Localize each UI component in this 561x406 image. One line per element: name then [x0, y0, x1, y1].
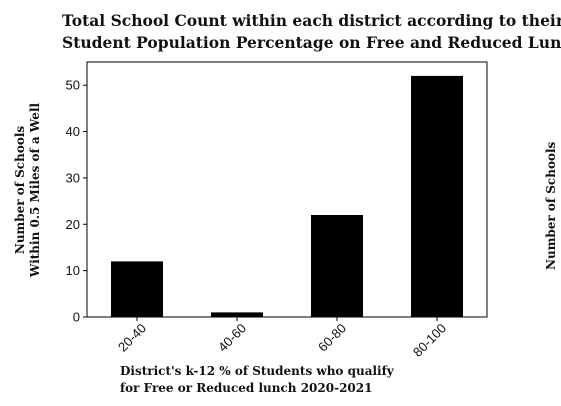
bar-40-60 — [211, 312, 263, 317]
chart-title-line-1: Total School Count within each district … — [62, 11, 561, 30]
bar-60-80 — [311, 215, 363, 317]
y-tick-label: 30 — [66, 170, 80, 185]
x-axis-title-line-1: District's k-12 % of Students who qualif… — [120, 364, 395, 378]
x-tick-label: 20-40 — [115, 321, 149, 355]
plot-frame — [86, 61, 488, 318]
y-axis-ticks: 0 10 20 30 40 50 — [66, 78, 87, 325]
x-tick-label: 40-60 — [215, 321, 249, 355]
bar-80-100 — [411, 75, 463, 318]
y-axis-title-line-1: Number of Schools — [13, 126, 27, 255]
neighbor-chart-y-axis-title: Number of Schools — [544, 141, 558, 270]
plot-area: 0 10 20 30 40 50 20-40 40-60 60-80 80-100 — [66, 61, 488, 360]
x-tick-label: 60-80 — [315, 321, 349, 355]
y-tick-label: 20 — [66, 217, 80, 232]
x-axis-title-line-2: for Free or Reduced lunch 2020-2021 — [120, 381, 372, 395]
x-tick-label: 80-100 — [410, 321, 449, 360]
y-tick-label: 0 — [73, 310, 80, 325]
y-tick-label: 10 — [66, 263, 80, 278]
bar-20-40 — [111, 261, 163, 317]
bars — [111, 75, 463, 318]
chart-title-line-2: Student Population Percentage on Free an… — [62, 33, 561, 52]
x-axis-ticks: 20-40 40-60 60-80 80-100 — [115, 317, 449, 360]
y-tick-label: 50 — [66, 78, 80, 93]
y-axis-title-line-2: Within 0.5 Miles of a Well — [28, 102, 42, 278]
y-tick-label: 40 — [66, 124, 80, 139]
